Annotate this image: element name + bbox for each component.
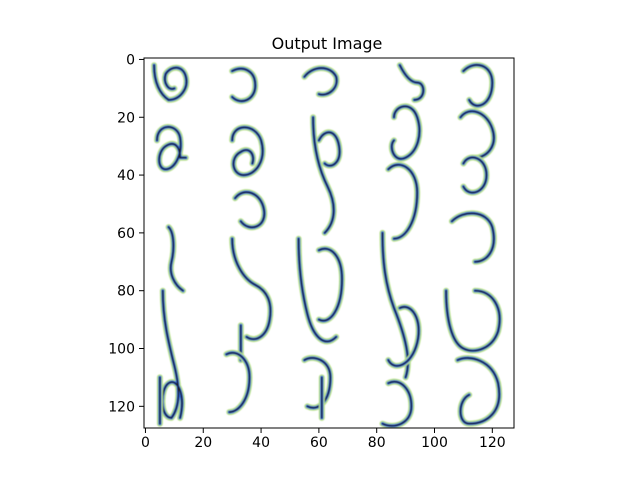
glyph-28-stroke-dark bbox=[451, 212, 495, 263]
chart-title: Output Image bbox=[272, 34, 383, 53]
x-tick-label: 80 bbox=[368, 435, 386, 451]
glyph-26-stroke-dark bbox=[459, 110, 495, 159]
glyph-15-stroke-dark bbox=[297, 237, 337, 343]
glyph-3-stroke-dark bbox=[167, 226, 184, 292]
y-tick-label: 0 bbox=[126, 52, 135, 68]
glyph-25-stroke-dark bbox=[462, 64, 494, 107]
glyph-29-stroke-dark bbox=[445, 289, 501, 352]
glyph-12-stroke-dark bbox=[303, 67, 338, 96]
x-tick-label: 0 bbox=[141, 435, 150, 451]
x-tick-label: 20 bbox=[194, 435, 212, 451]
glyph-6-stroke-dark bbox=[231, 67, 257, 102]
y-axis: 0 20 40 60 80 100 120 bbox=[108, 52, 144, 415]
glyph-27-stroke-dark bbox=[462, 156, 488, 194]
glyph-14-stroke-dark bbox=[318, 131, 341, 167]
glyph-13-stroke-dark bbox=[312, 116, 335, 234]
glyph-24-stroke-dark bbox=[381, 381, 413, 427]
x-tick-label: 40 bbox=[252, 435, 270, 451]
glyph-16-stroke-dark bbox=[318, 248, 343, 322]
glyph-2-stroke-dark bbox=[156, 126, 187, 171]
x-tick-label: 100 bbox=[421, 435, 448, 451]
x-tick-label: 60 bbox=[310, 435, 328, 451]
glyph-23-stroke-dark bbox=[387, 306, 420, 367]
glyph-17-stroke-dark bbox=[303, 357, 332, 409]
y-tick-label: 100 bbox=[108, 342, 135, 358]
y-tick-label: 120 bbox=[108, 399, 135, 415]
glyph-9-stroke-dark bbox=[231, 237, 272, 340]
glyph-21-stroke-dark bbox=[387, 163, 418, 240]
glyph-11-stroke-dark bbox=[225, 352, 251, 413]
y-tick-label: 20 bbox=[117, 110, 135, 126]
image-content bbox=[151, 61, 503, 428]
glyph-20-stroke-dark bbox=[390, 105, 421, 160]
glyph-7-stroke-dark bbox=[231, 126, 264, 176]
x-axis: 0 20 40 60 80 100 120 bbox=[141, 428, 506, 451]
glyph-1-stroke-dark bbox=[153, 64, 188, 101]
glyph-19-stroke-dark bbox=[399, 64, 425, 101]
x-tick-label: 120 bbox=[479, 435, 506, 451]
y-tick-label: 40 bbox=[117, 168, 135, 184]
glyph-4-stroke-dark bbox=[161, 289, 183, 419]
axes-frame bbox=[143, 57, 515, 429]
y-tick-label: 80 bbox=[117, 284, 135, 300]
glyph-30-stroke-dark bbox=[456, 357, 501, 425]
y-tick-label: 60 bbox=[117, 226, 135, 242]
image-plot bbox=[143, 57, 515, 429]
glyph-8-stroke-dark bbox=[234, 191, 265, 229]
